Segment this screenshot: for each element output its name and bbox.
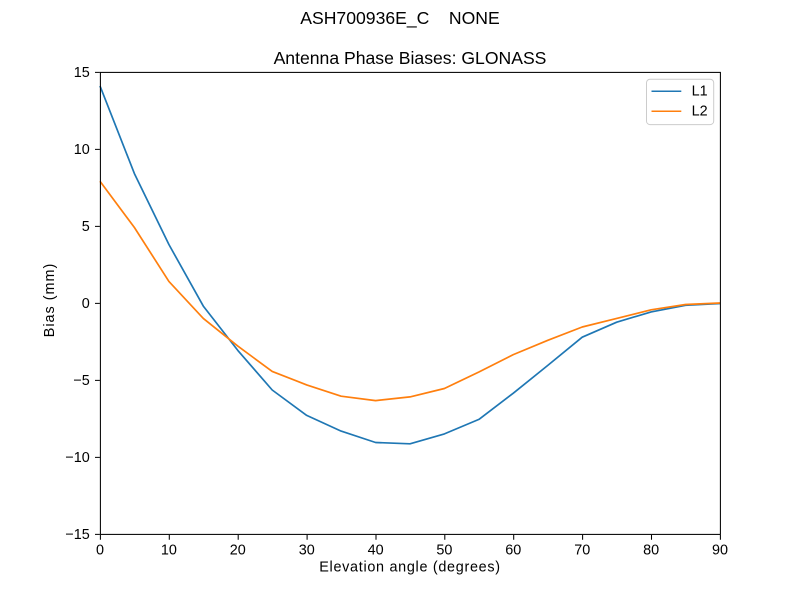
svg-text:ASH700936E_C NONE: ASH700936E_C NONE [300, 8, 500, 29]
svg-text:Bias (mm): Bias (mm) [42, 263, 58, 338]
svg-text:40: 40 [368, 542, 384, 558]
svg-text:5: 5 [82, 219, 90, 235]
svg-text:−15: −15 [65, 527, 89, 543]
svg-text:L1: L1 [692, 84, 708, 100]
svg-text:−10: −10 [65, 450, 89, 466]
svg-text:90: 90 [712, 542, 728, 558]
svg-text:15: 15 [74, 65, 90, 81]
svg-text:50: 50 [436, 542, 452, 558]
svg-text:20: 20 [230, 542, 246, 558]
svg-text:0: 0 [82, 296, 90, 312]
svg-text:10: 10 [74, 142, 90, 158]
svg-text:10: 10 [161, 542, 177, 558]
svg-text:0: 0 [96, 542, 104, 558]
svg-text:Elevation angle (degrees): Elevation angle (degrees) [319, 560, 501, 576]
svg-text:Antenna Phase Biases: GLONASS: Antenna Phase Biases: GLONASS [274, 48, 547, 68]
svg-text:80: 80 [643, 542, 659, 558]
svg-text:−5: −5 [73, 373, 89, 389]
svg-text:60: 60 [505, 542, 521, 558]
svg-text:L2: L2 [692, 104, 708, 120]
svg-text:70: 70 [574, 542, 590, 558]
svg-text:30: 30 [299, 542, 315, 558]
